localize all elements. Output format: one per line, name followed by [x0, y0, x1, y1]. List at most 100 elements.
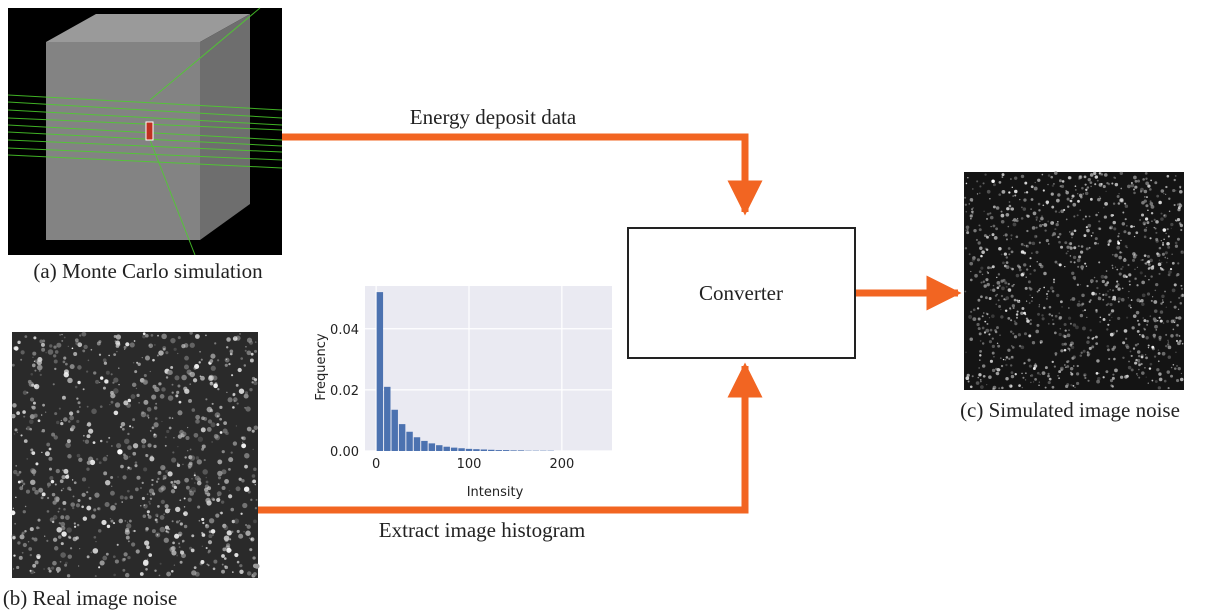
- noise-dot: [1073, 385, 1075, 387]
- noise-dot: [973, 229, 976, 232]
- noise-dot: [1030, 382, 1031, 383]
- noise-dot: [159, 351, 164, 356]
- noise-dot: [1148, 267, 1150, 269]
- noise-dot: [11, 510, 16, 515]
- noise-dot: [99, 461, 102, 464]
- noise-dot: [1168, 235, 1170, 237]
- bar: [444, 447, 450, 451]
- noise-dot: [225, 358, 230, 363]
- noise-dot: [1145, 262, 1147, 264]
- noise-dot: [38, 488, 43, 493]
- noise-dot: [1011, 356, 1013, 358]
- noise-dot: [1113, 176, 1115, 178]
- noise-dot: [1004, 359, 1006, 361]
- noise-dot: [53, 383, 55, 385]
- noise-dot: [100, 376, 103, 379]
- x-tick-label: 200: [549, 457, 574, 472]
- noise-dot: [1089, 216, 1090, 217]
- noise-dot: [1171, 320, 1175, 324]
- noise-dot: [1174, 204, 1176, 206]
- noise-dot: [190, 343, 195, 348]
- noise-dot: [1119, 272, 1122, 275]
- noise-dot: [1162, 352, 1166, 356]
- noise-dot: [1132, 252, 1136, 256]
- noise-dot: [1054, 332, 1057, 335]
- noise-dot: [1037, 261, 1038, 262]
- noise-dot: [142, 482, 144, 484]
- noise-dot: [1159, 260, 1160, 261]
- noise-dot: [241, 443, 246, 448]
- noise-dot: [67, 487, 71, 491]
- noise-dot: [94, 536, 97, 539]
- noise-dot: [1147, 255, 1150, 258]
- noise-dot: [1011, 295, 1014, 298]
- noise-dot: [1106, 270, 1108, 272]
- noise-dot: [247, 350, 252, 355]
- noise-dot: [1035, 182, 1036, 183]
- noise-dot: [1088, 178, 1091, 181]
- noise-dot: [1166, 262, 1168, 264]
- noise-dot: [1039, 304, 1040, 305]
- noise-dot: [1008, 247, 1011, 250]
- noise-dot: [145, 529, 148, 532]
- noise-dot: [983, 182, 985, 184]
- noise-dot: [142, 497, 145, 500]
- bar: [436, 445, 442, 451]
- noise-dot: [1123, 230, 1126, 233]
- noise-dot: [20, 480, 23, 483]
- noise-dot: [110, 518, 111, 519]
- noise-dot: [128, 540, 130, 542]
- noise-dot: [232, 406, 235, 409]
- noise-dot: [252, 481, 253, 482]
- noise-dot: [103, 471, 107, 475]
- noise-dot: [1077, 200, 1080, 203]
- noise-dot: [239, 333, 240, 334]
- noise-dot: [1094, 277, 1096, 279]
- noise-dot: [1129, 284, 1131, 286]
- noise-dot: [1005, 233, 1008, 236]
- noise-dot: [1128, 232, 1131, 235]
- noise-dot: [1110, 313, 1111, 314]
- noise-dot: [229, 490, 230, 491]
- noise-dot: [1046, 293, 1048, 295]
- noise-dot: [1170, 375, 1173, 378]
- noise-dot: [100, 440, 103, 443]
- noise-dot: [208, 564, 210, 566]
- noise-dot: [1140, 190, 1142, 192]
- noise-dot: [227, 530, 232, 535]
- noise-dot: [1170, 268, 1172, 270]
- noise-dot: [172, 417, 174, 419]
- noise-dot: [1068, 317, 1071, 320]
- noise-dot: [128, 399, 132, 403]
- noise-dot: [30, 527, 34, 531]
- noise-dot: [1179, 186, 1181, 188]
- noise-dot: [1176, 324, 1179, 327]
- noise-dot: [1143, 319, 1146, 322]
- noise-dot: [982, 364, 985, 367]
- noise-dot: [1070, 261, 1072, 263]
- noise-dot: [1111, 265, 1113, 267]
- noise-dot: [83, 388, 85, 390]
- noise-dot: [1006, 238, 1008, 240]
- noise-dot: [1164, 257, 1166, 259]
- noise-dot: [1181, 294, 1184, 297]
- noise-dot: [177, 464, 180, 467]
- noise-dot: [217, 459, 222, 464]
- noise-dot: [256, 499, 258, 501]
- noise-dot: [122, 475, 126, 479]
- noise-dot: [130, 495, 134, 499]
- noise-dot: [132, 427, 134, 429]
- bar: [414, 437, 420, 451]
- noise-dot: [993, 356, 994, 357]
- noise-dot: [1007, 226, 1009, 228]
- noise-dot: [1065, 191, 1069, 195]
- noise-dot: [1105, 191, 1106, 192]
- noise-dot: [993, 205, 996, 208]
- noise-dot: [124, 552, 128, 556]
- noise-dot: [144, 374, 147, 377]
- noise-dot: [147, 510, 150, 513]
- noise-dot: [1034, 187, 1038, 191]
- noise-dot: [1014, 320, 1016, 322]
- noise-dot: [143, 332, 146, 335]
- noise-dot: [89, 497, 92, 500]
